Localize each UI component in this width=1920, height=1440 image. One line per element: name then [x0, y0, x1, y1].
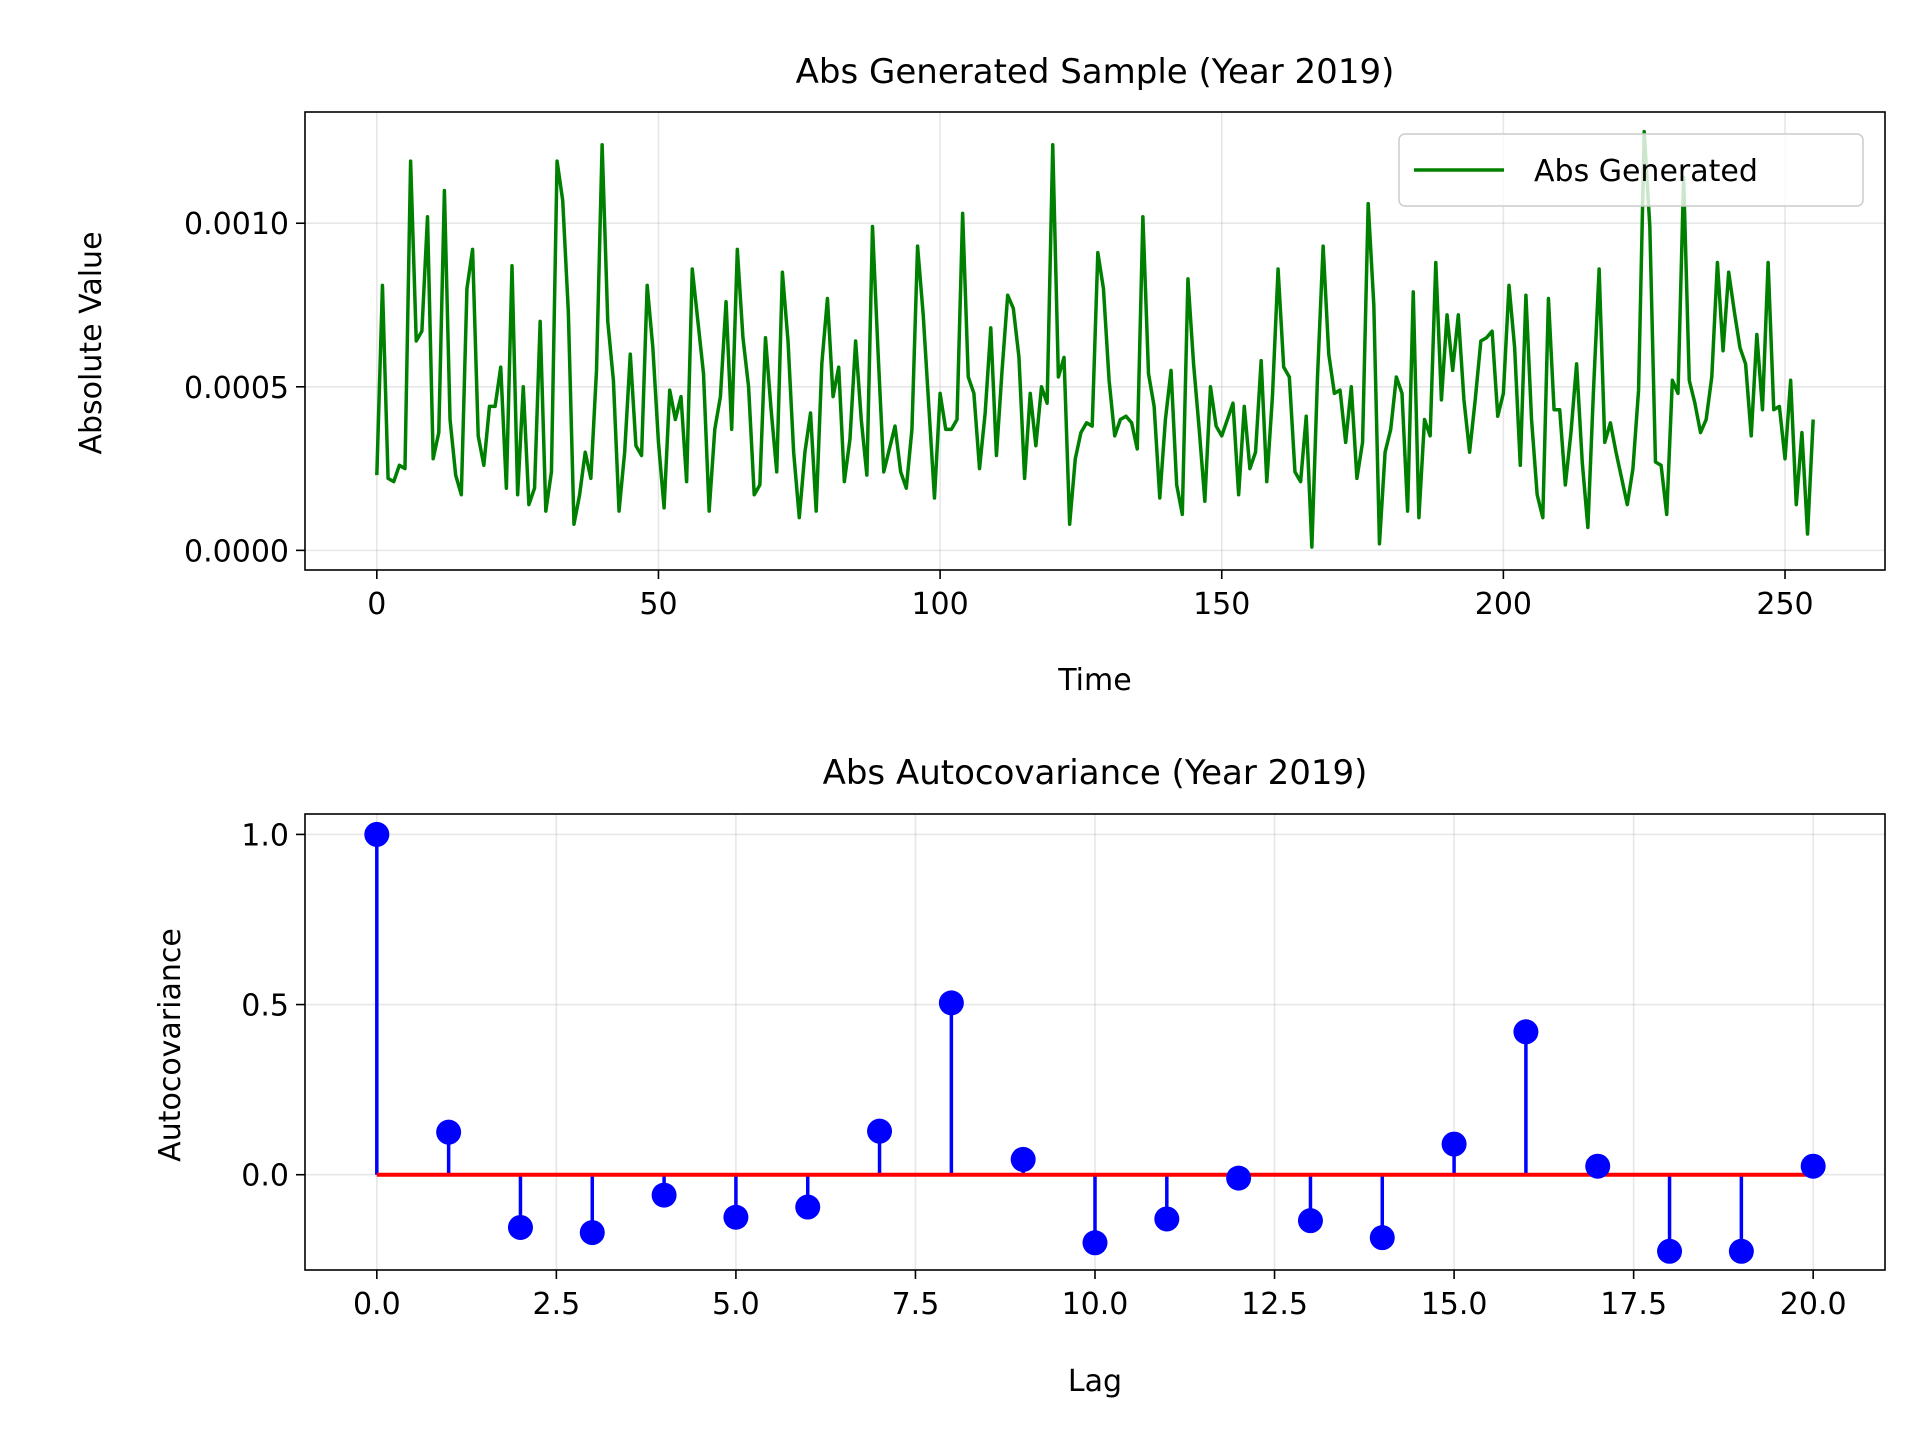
x-tick-label: 0.0 — [353, 1287, 401, 1322]
y-tick-label: 0.0000 — [184, 534, 289, 569]
x-tick-label: 150 — [1193, 587, 1250, 622]
x-tick-label: 0 — [367, 587, 386, 622]
y-tick-label: 0.0005 — [184, 371, 289, 406]
line-chart-x-axis-label: Time — [1057, 663, 1131, 698]
stem-marker — [364, 821, 390, 847]
stem-marker — [1657, 1238, 1683, 1264]
line-chart-y-axis-label: Absolute Value — [74, 231, 109, 454]
stem-chart-title: Abs Autocovariance (Year 2019) — [823, 753, 1368, 793]
line-chart-grid — [305, 112, 1885, 570]
legend-label: Abs Generated — [1534, 154, 1758, 189]
legend-box — [1398, 133, 1864, 207]
x-tick-label: 200 — [1475, 587, 1532, 622]
x-tick-label: 5.0 — [712, 1287, 760, 1322]
stem-marker — [1800, 1153, 1826, 1179]
line-chart-title: Abs Generated Sample (Year 2019) — [796, 52, 1395, 92]
y-tick-label: 0.0 — [241, 1159, 289, 1194]
line-chart-frame — [304, 111, 1886, 571]
stem-marker — [1154, 1206, 1180, 1232]
stem-marker — [1585, 1153, 1611, 1179]
stem-marker — [1226, 1165, 1252, 1191]
y-tick-label: 0.5 — [241, 989, 289, 1024]
series-line — [375, 129, 1815, 549]
stem-marker — [1010, 1146, 1036, 1172]
y-tick-label: 0.0010 — [184, 207, 289, 242]
stem-chart-panel: 0.0 2.5 5.0 7.5 10.0 12.5 15.0 17.5 20.0 0.0 0.5 1.… — [153, 753, 1886, 1399]
x-tick-label: 250 — [1756, 587, 1813, 622]
stem-chart-series — [364, 821, 1826, 1264]
stem-marker — [579, 1220, 605, 1246]
legend: Abs Generated — [1398, 133, 1864, 207]
stem-marker — [1297, 1208, 1323, 1234]
x-tick-label: 100 — [911, 587, 968, 622]
x-tick-label: 17.5 — [1600, 1287, 1667, 1322]
stem-marker — [1369, 1225, 1395, 1251]
stem-chart-ticks: 0.0 2.5 5.0 7.5 10.0 12.5 15.0 17.5 20.0 0.0 0.5 1.… — [241, 818, 1846, 1322]
x-tick-label: 15.0 — [1421, 1287, 1488, 1322]
stem-marker — [1082, 1230, 1108, 1256]
stem-marker — [1728, 1238, 1754, 1264]
x-tick-label: 50 — [639, 587, 677, 622]
x-tick-label: 20.0 — [1780, 1287, 1847, 1322]
stem-marker — [867, 1118, 893, 1144]
stem-marker — [1513, 1019, 1539, 1045]
stem-marker — [507, 1214, 533, 1240]
y-tick-label: 1.0 — [241, 818, 289, 853]
stem-marker — [1441, 1131, 1467, 1157]
stem-marker — [795, 1194, 821, 1220]
x-tick-label: 12.5 — [1241, 1287, 1308, 1322]
x-tick-label: 7.5 — [892, 1287, 940, 1322]
line-chart-panel: 0 50 100 150 200 250 0.0000 0.0005 0.0010 Abs Ge… — [74, 52, 1886, 698]
stem-marker — [938, 990, 964, 1016]
stem-marker — [723, 1204, 749, 1230]
x-tick-label: 10.0 — [1062, 1287, 1129, 1322]
line-chart-series — [375, 129, 1815, 549]
line-chart-ticks: 0 50 100 150 200 250 0.0000 0.0005 0.0010 — [184, 207, 1814, 622]
stem-marker — [436, 1119, 462, 1145]
stem-chart-y-axis-label: Autocovariance — [153, 928, 188, 1162]
stem-chart-x-axis-label: Lag — [1068, 1364, 1122, 1399]
stem-marker — [651, 1182, 677, 1208]
x-tick-label: 2.5 — [533, 1287, 581, 1322]
